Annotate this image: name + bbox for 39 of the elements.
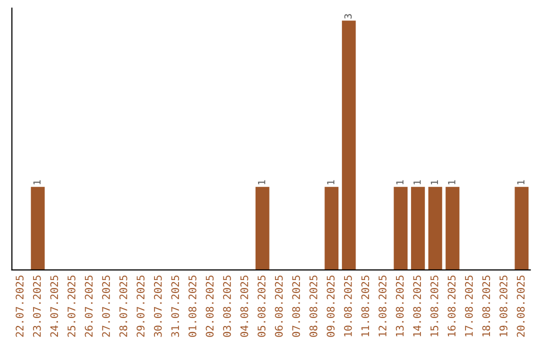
- data-label: 1: [258, 180, 266, 184]
- x-tick-label: 05.08.2025: [258, 276, 266, 337]
- data-label: 1: [327, 180, 334, 184]
- x-tick-label: 26.07.2025: [84, 276, 93, 337]
- x-tick-label: 13.08.2025: [396, 276, 404, 336]
- x-tick-label: 22.07.2025: [16, 276, 24, 337]
- data-label: 3: [344, 14, 352, 19]
- x-tick-label: 10.08.2025: [344, 276, 352, 336]
- x-tick-label: 30.07.2025: [154, 276, 162, 337]
- data-label: 1: [430, 180, 438, 184]
- x-tick-label: 19.08.2025: [500, 276, 508, 336]
- x-tick-label: 02.08.2025: [206, 276, 214, 337]
- x-tick-label: 17.08.2025: [464, 276, 473, 336]
- x-tick-label: 20.08.2025: [516, 276, 525, 337]
- x-tick-label: 23.07.2025: [32, 276, 41, 337]
- x-tick-label: 11.08.2025: [361, 276, 370, 336]
- x-tick-label: 27.07.2025: [102, 276, 110, 337]
- x-tick-label: 29.07.2025: [136, 276, 145, 337]
- data-label: 1: [414, 180, 421, 184]
- x-tick-label: 09.08.2025: [326, 276, 335, 337]
- x-tick-label: 12.08.2025: [378, 276, 386, 336]
- x-tick-label: 25.07.2025: [68, 276, 76, 337]
- x-tick-label: 03.08.2025: [223, 276, 231, 337]
- x-tick-label: 14.08.2025: [413, 276, 422, 336]
- x-tick-label: 04.08.2025: [240, 276, 248, 337]
- x-tick-label: 01.08.2025: [188, 276, 196, 337]
- x-tick-label: 24.07.2025: [50, 276, 58, 337]
- x-tick-label: 18.08.2025: [482, 276, 490, 336]
- x-tick-label: 07.08.2025: [292, 276, 300, 337]
- x-tick-label: 28.07.2025: [119, 276, 128, 337]
- x-tick-label: 15.08.2025: [430, 276, 438, 336]
- x-tick-label: 16.08.2025: [448, 276, 456, 336]
- data-label: 1: [517, 180, 524, 184]
- x-tick-label: 06.08.2025: [274, 276, 283, 337]
- data-label: 1: [448, 180, 456, 184]
- data-label: 1: [396, 180, 404, 184]
- x-tick-label: 08.08.2025: [309, 276, 318, 337]
- x-tick-label: 31.07.2025: [171, 276, 180, 337]
- data-label: 1: [33, 180, 41, 184]
